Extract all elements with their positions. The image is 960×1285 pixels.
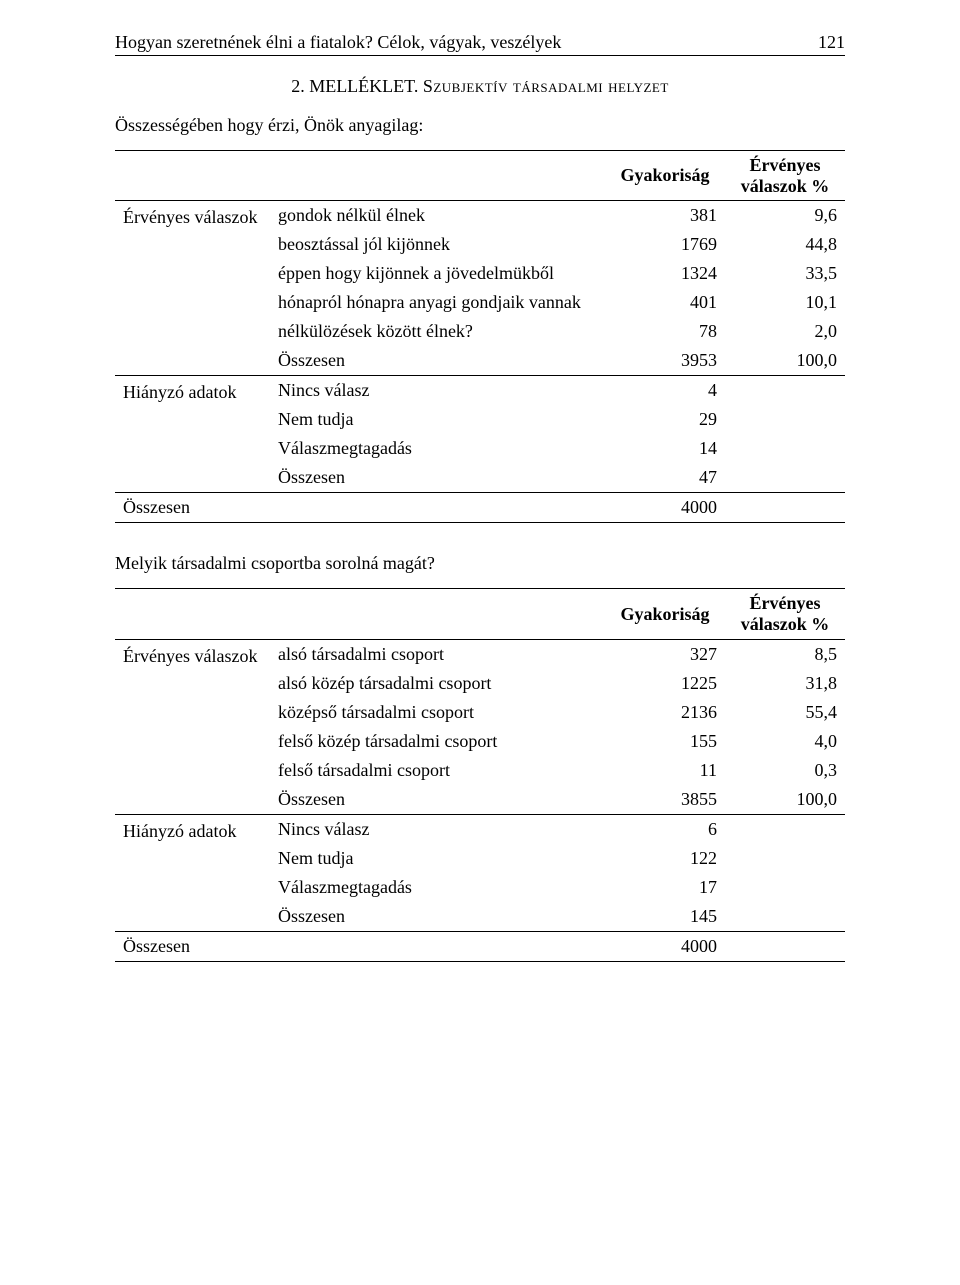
row-freq: 29 [605,405,725,434]
row-pct: 33,5 [725,259,845,288]
header-freq: Gyakoriság [605,589,725,639]
header-blank [115,589,605,639]
row-pct: 100,0 [725,346,845,376]
row-label: középső társadalmi csoport [270,698,605,727]
section-smallcaps: Szubjektív társadalmi helyzet [423,76,669,96]
row-label: nélkülözések között élnek? [270,317,605,346]
row-label: gondok nélkül élnek [270,201,605,231]
row-pct: 31,8 [725,669,845,698]
table-header-row: Gyakoriság Érvényes válaszok % [115,151,845,201]
row-freq: 4000 [605,931,725,961]
row-freq: 11 [605,756,725,785]
table-row: Érvényes válaszok gondok nélkül élnek 38… [115,201,845,231]
row-freq: 1324 [605,259,725,288]
row-label: beosztással jól kijönnek [270,230,605,259]
row-freq: 381 [605,201,725,231]
row-freq: 401 [605,288,725,317]
table-1: Gyakoriság Érvényes válaszok % Érvényes … [115,150,845,523]
table-header-row: Gyakoriság Érvényes válaszok % [115,589,845,639]
row-label: Összesen [270,785,605,815]
row-pct [725,873,845,902]
question-2: Melyik társadalmi csoportba sorolná magá… [115,553,845,574]
row-freq: 4 [605,376,725,406]
group-valid: Érvényes válaszok [115,201,270,376]
row-pct: 0,3 [725,756,845,785]
running-title: Hogyan szeretnének élni a fiatalok? Célo… [115,32,561,53]
row-pct: 10,1 [725,288,845,317]
header-freq: Gyakoriság [605,151,725,201]
table-row: Hiányzó adatok Nincs válasz 4 [115,376,845,406]
row-pct [725,814,845,844]
row-label: Összesen [270,902,605,932]
row-label: Nincs válasz [270,814,605,844]
table-row: Hiányzó adatok Nincs válasz 6 [115,814,845,844]
row-label: Összesen [115,931,605,961]
row-pct [725,463,845,493]
row-freq: 3953 [605,346,725,376]
table-row-total: Összesen 4000 [115,493,845,523]
row-freq: 155 [605,727,725,756]
row-pct: 9,6 [725,201,845,231]
row-label: Válaszmegtagadás [270,873,605,902]
header-valid-l1: Érvényes [750,593,821,613]
row-pct: 44,8 [725,230,845,259]
row-label: felső közép társadalmi csoport [270,727,605,756]
row-pct [725,931,845,961]
row-freq: 327 [605,639,725,669]
row-label: éppen hogy kijönnek a jövedelmükből [270,259,605,288]
row-freq: 145 [605,902,725,932]
row-freq: 2136 [605,698,725,727]
row-freq: 47 [605,463,725,493]
row-pct: 2,0 [725,317,845,346]
row-pct: 55,4 [725,698,845,727]
row-label: Összesen [270,346,605,376]
row-label: Válaszmegtagadás [270,434,605,463]
header-blank [115,151,605,201]
header-valid: Érvényes válaszok % [725,589,845,639]
row-freq: 1225 [605,669,725,698]
table-2: Gyakoriság Érvényes válaszok % Érvényes … [115,588,845,961]
row-label: hónapról hónapra anyagi gondjaik vannak [270,288,605,317]
row-freq: 4000 [605,493,725,523]
table-row: Érvényes válaszok alsó társadalmi csopor… [115,639,845,669]
row-pct: 8,5 [725,639,845,669]
row-label: felső társadalmi csoport [270,756,605,785]
row-pct: 4,0 [725,727,845,756]
question-1: Összességében hogy érzi, Önök anyagilag: [115,115,845,136]
row-freq: 78 [605,317,725,346]
row-pct [725,434,845,463]
header-valid: Érvényes válaszok % [725,151,845,201]
row-label: alsó közép társadalmi csoport [270,669,605,698]
header-valid-l2: válaszok % [741,176,830,196]
running-head: Hogyan szeretnének élni a fiatalok? Célo… [115,32,845,56]
row-label: Nincs válasz [270,376,605,406]
row-freq: 3855 [605,785,725,815]
row-freq: 122 [605,844,725,873]
group-missing: Hiányzó adatok [115,814,270,931]
page-number: 121 [818,32,845,53]
row-pct [725,844,845,873]
row-label: Összesen [115,493,605,523]
row-freq: 6 [605,814,725,844]
row-pct [725,902,845,932]
row-pct: 100,0 [725,785,845,815]
row-freq: 17 [605,873,725,902]
row-freq: 14 [605,434,725,463]
group-missing: Hiányzó adatok [115,376,270,493]
row-label: alsó társadalmi csoport [270,639,605,669]
group-valid: Érvényes válaszok [115,639,270,814]
row-label: Nem tudja [270,844,605,873]
row-label: Nem tudja [270,405,605,434]
header-valid-l1: Érvényes [750,155,821,175]
header-valid-l2: válaszok % [741,614,830,634]
table-row-total: Összesen 4000 [115,931,845,961]
row-pct [725,493,845,523]
row-label: Összesen [270,463,605,493]
row-pct [725,376,845,406]
section-prefix: 2. MELLÉKLET. [291,76,423,96]
row-freq: 1769 [605,230,725,259]
section-title: 2. MELLÉKLET. Szubjektív társadalmi hely… [115,76,845,97]
page: Hogyan szeretnének élni a fiatalok? Célo… [0,0,960,1285]
row-pct [725,405,845,434]
